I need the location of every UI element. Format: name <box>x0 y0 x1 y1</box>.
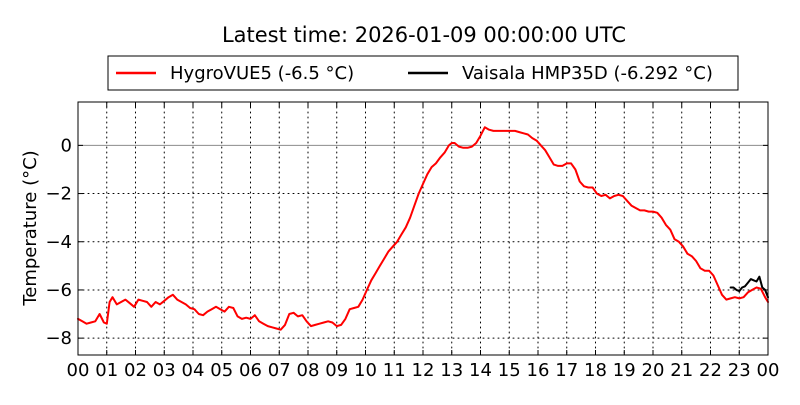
legend: HygroVUE5 (-6.5 °C) Vaisala HMP35D (-6.2… <box>107 55 739 91</box>
x-tick-label: 18 <box>584 360 607 381</box>
y-tick-label: 0 <box>61 135 72 156</box>
x-tick-label: 17 <box>555 360 578 381</box>
x-tick-label: 01 <box>95 360 118 381</box>
y-tick-label: −6 <box>45 280 72 301</box>
x-tick-label: 00 <box>67 360 90 381</box>
x-tick-label: 22 <box>699 360 722 381</box>
x-tick-label: 00 <box>757 360 780 381</box>
x-tick-label: 09 <box>325 360 348 381</box>
legend-label-hygrovue5: HygroVUE5 (-6.5 °C) <box>170 63 354 84</box>
x-tick-label: 13 <box>440 360 463 381</box>
plot-area <box>77 101 769 356</box>
x-tick-label: 07 <box>268 360 291 381</box>
x-tick-label: 12 <box>412 360 435 381</box>
chart-title: Latest time: 2026-01-09 00:00:00 UTC <box>222 23 626 47</box>
legend-label-vaisala-hmp35d: Vaisala HMP35D (-6.292 °C) <box>462 63 713 84</box>
x-tick-label: 02 <box>124 360 147 381</box>
x-tick-label: 08 <box>297 360 320 381</box>
series-line-hygrovue5 <box>77 126 769 331</box>
x-tick-label: 16 <box>527 360 550 381</box>
x-tick-label: 14 <box>469 360 492 381</box>
x-tick-label: 05 <box>210 360 233 381</box>
y-tick-label: −2 <box>45 184 72 205</box>
y-axis-label: Temperature (°C) <box>20 150 41 306</box>
x-tick-label: 20 <box>642 360 665 381</box>
grid <box>77 101 769 356</box>
series-lines <box>77 126 769 331</box>
y-tick-label: −4 <box>45 232 72 253</box>
x-tick-label: 21 <box>670 360 693 381</box>
x-tick-label: 03 <box>153 360 176 381</box>
x-tick-label: 11 <box>383 360 406 381</box>
x-tick-label: 10 <box>354 360 377 381</box>
x-tick-label: 04 <box>182 360 205 381</box>
x-tick-label: 06 <box>239 360 262 381</box>
x-tick-label: 23 <box>728 360 751 381</box>
x-tick-label: 15 <box>498 360 521 381</box>
x-tick-label: 19 <box>613 360 636 381</box>
y-tick-label: −8 <box>45 328 72 349</box>
series-line-vaisala-hmp35d <box>729 275 769 299</box>
axis-ticks: 00 01 02 03 04 05 06 07 08 09 10 11 12 13 14 15 16 17 18 19… <box>45 102 779 381</box>
